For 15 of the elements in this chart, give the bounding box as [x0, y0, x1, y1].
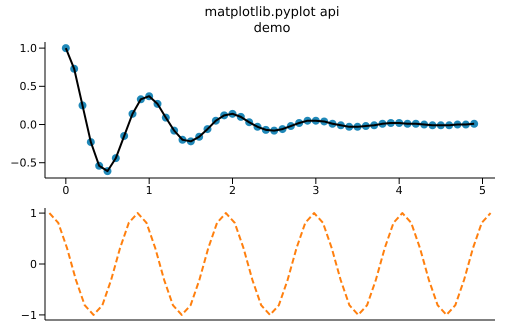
y-tick-label: −1 [20, 308, 37, 322]
x-tick-label: 2 [229, 184, 236, 197]
x-tick-label: 3 [312, 184, 320, 197]
chart-title: matplotlib.pyplot api demo [204, 5, 340, 36]
y-tick-label: 0.0 [20, 118, 37, 132]
line-series [48, 212, 492, 316]
y-tick-label: 1 [30, 206, 37, 220]
x-tick-label: 0 [62, 184, 70, 197]
x-tick-label: 4 [396, 184, 403, 197]
y-tick-label: 1.0 [20, 42, 37, 56]
y-tick-label: 0.5 [20, 80, 37, 94]
y-tick-label: 0 [30, 258, 37, 271]
y-tick-label: −0.5 [10, 156, 37, 170]
x-tick-label: 1 [146, 184, 153, 197]
x-tick-label: 5 [479, 184, 486, 197]
